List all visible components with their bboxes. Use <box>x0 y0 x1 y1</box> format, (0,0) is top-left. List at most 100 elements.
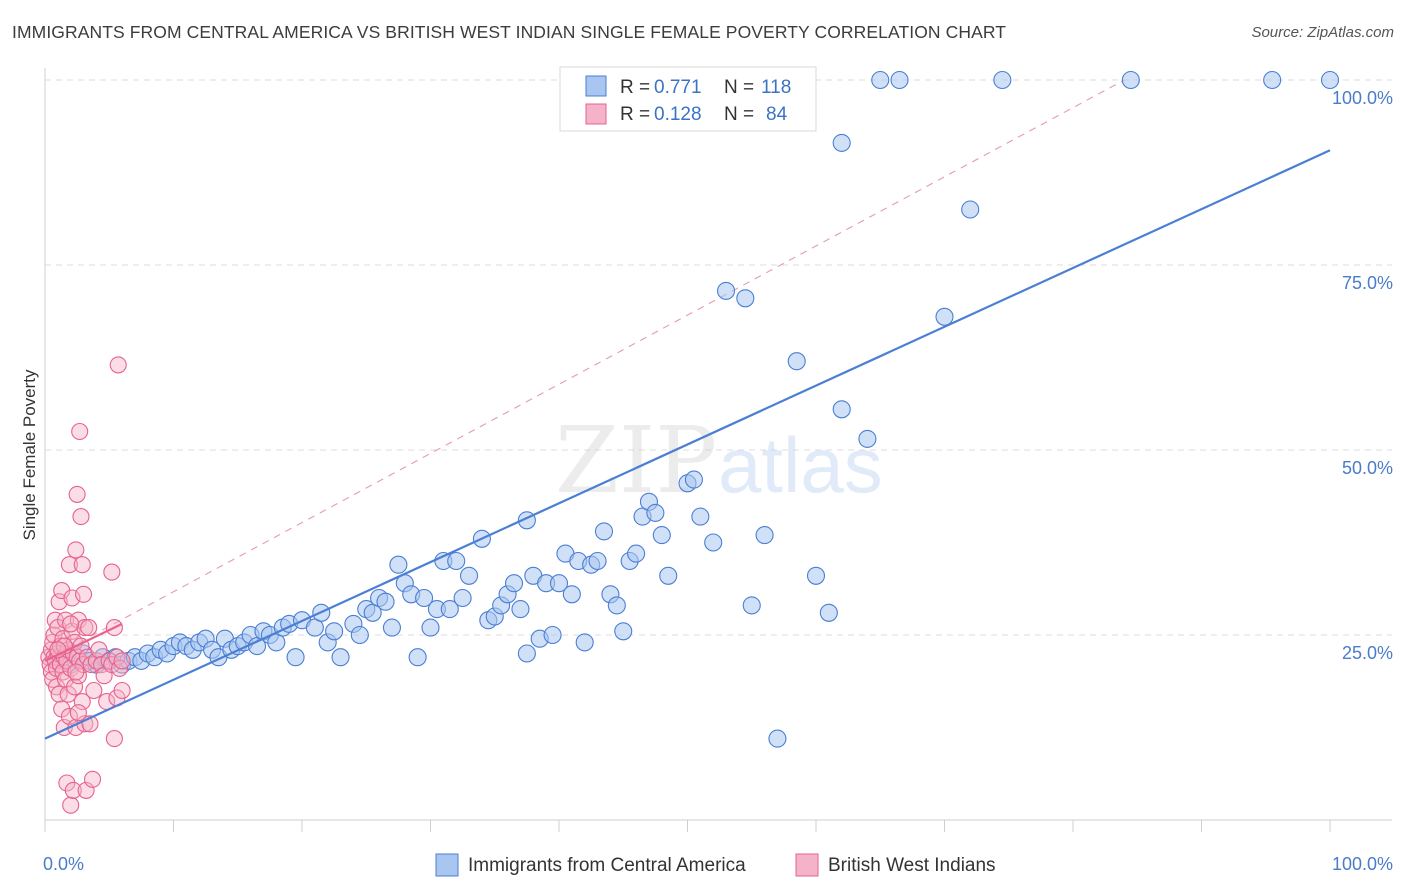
point-central-america-55 <box>415 588 434 608</box>
x-tick-label-0: 0.0% <box>43 854 84 874</box>
point-central-america-60 <box>447 551 466 571</box>
chart-title: IMMIGRANTS FROM CENTRAL AMERICA VS BRITI… <box>12 22 1007 42</box>
legend-r-label-2: R = <box>620 104 650 125</box>
point-central-america-74 <box>543 625 562 645</box>
point-british-west-indians-33 <box>62 796 80 814</box>
point-british-west-indians-83 <box>69 704 87 722</box>
legend-r-value-1: 0.771 <box>654 77 702 98</box>
point-british-west-indians-51 <box>73 693 91 711</box>
y-tick-label-2: 75.0% <box>1342 273 1393 293</box>
point-central-america-87 <box>627 544 646 563</box>
trend-line-british-west-indians <box>44 622 123 662</box>
y-tick-label-3: 100.0% <box>1332 88 1393 108</box>
point-central-america-115 <box>1263 70 1282 90</box>
source-label: Source: ZipAtlas.com <box>1251 24 1394 41</box>
point-british-west-indians-40 <box>67 541 85 559</box>
axes <box>44 68 1392 832</box>
point-british-west-indians-73 <box>113 652 131 670</box>
point-british-west-indians-70 <box>105 730 123 748</box>
point-central-america-54 <box>408 648 427 667</box>
legend-r-value-2: 0.128 <box>654 104 702 125</box>
point-central-america-116 <box>1320 70 1340 90</box>
point-british-west-indians-43 <box>68 485 86 503</box>
point-central-america-62 <box>459 566 479 585</box>
point-british-west-indians-82 <box>67 663 85 681</box>
point-central-america-79 <box>575 633 594 652</box>
point-british-west-indians-37 <box>64 781 82 799</box>
point-central-america-49 <box>376 592 395 611</box>
bottom-legend-swatch-blue <box>435 853 459 877</box>
point-central-america-98 <box>736 289 755 308</box>
legend-n-label-2: N = <box>724 104 754 125</box>
point-central-america-108 <box>858 429 877 448</box>
point-central-america-59 <box>440 600 459 619</box>
point-central-america-61 <box>453 588 472 608</box>
point-central-america-99 <box>742 596 761 615</box>
point-central-america-92 <box>659 566 678 585</box>
point-british-west-indians-79 <box>62 615 80 633</box>
point-central-america-77 <box>562 585 581 604</box>
point-central-america-42 <box>325 622 344 641</box>
point-central-america-113 <box>993 70 1012 90</box>
legend-box: R = 0.771 N = 118 R = 0.128 N = 84 <box>559 66 817 132</box>
point-central-america-109 <box>871 70 890 90</box>
y-tick-labels: 25.0% 50.0% 75.0% 100.0% <box>1332 88 1393 663</box>
point-central-america-101 <box>768 729 787 748</box>
point-british-west-indians-53 <box>75 585 93 603</box>
pink-dashed-line <box>44 79 1125 662</box>
grid-lines <box>45 79 1392 636</box>
y-axis-label: Single Female Poverty <box>20 369 39 541</box>
watermark-atlas: atlas <box>718 421 883 509</box>
legend-swatch-pink <box>585 103 607 125</box>
point-british-west-indians-50 <box>73 556 91 574</box>
y-tick-label-1: 50.0% <box>1342 458 1393 478</box>
point-central-america-69 <box>511 600 530 619</box>
point-british-west-indians-74 <box>103 563 121 581</box>
bottom-legend: Immigrants from Central America British … <box>435 853 996 877</box>
point-central-america-111 <box>935 307 954 326</box>
point-british-west-indians-55 <box>76 619 94 637</box>
point-central-america-85 <box>614 622 633 641</box>
pink-dashed-reference <box>44 79 1125 662</box>
point-central-america-90 <box>646 503 665 522</box>
series-british-west-indians-points <box>40 356 131 814</box>
point-central-america-110 <box>890 70 909 90</box>
point-british-west-indians-38 <box>66 678 84 696</box>
point-central-america-94 <box>684 470 703 489</box>
x-tick-label-1: 100.0% <box>1332 854 1393 874</box>
point-central-america-105 <box>819 603 838 622</box>
point-british-west-indians-61 <box>83 770 102 788</box>
point-central-america-112 <box>961 200 980 219</box>
legend-swatch-blue <box>585 75 607 97</box>
trend-lines <box>44 149 1331 740</box>
point-central-america-45 <box>350 625 369 645</box>
legend-r-label-1: R = <box>620 77 650 98</box>
legend-n-label-1: N = <box>724 77 754 98</box>
point-central-america-96 <box>704 533 723 552</box>
point-british-west-indians-58 <box>80 619 98 637</box>
point-british-west-indians-78 <box>109 356 127 374</box>
point-central-america-68 <box>504 574 524 593</box>
watermark: ZIP atlas <box>555 407 883 514</box>
point-british-west-indians-47 <box>71 422 89 441</box>
point-central-america-37 <box>286 648 305 667</box>
point-central-america-56 <box>421 618 440 637</box>
point-british-west-indians-14 <box>50 593 68 611</box>
point-central-america-114 <box>1121 70 1140 90</box>
point-central-america-81 <box>588 551 607 571</box>
point-central-america-104 <box>806 566 826 585</box>
bottom-legend-label-pink: British West Indians <box>828 855 996 876</box>
point-british-west-indians-62 <box>85 681 103 700</box>
point-central-america-91 <box>652 526 671 545</box>
point-central-america-100 <box>755 526 774 545</box>
trend-line-central-america <box>44 149 1331 740</box>
point-central-america-82 <box>594 522 614 541</box>
point-central-america-97 <box>716 281 736 300</box>
y-tick-label-0: 25.0% <box>1342 643 1393 663</box>
point-central-america-84 <box>607 596 626 615</box>
point-british-west-indians-48 <box>72 508 90 526</box>
point-british-west-indians-15 <box>50 685 68 703</box>
point-central-america-50 <box>382 618 402 637</box>
point-central-america-107 <box>832 133 851 152</box>
